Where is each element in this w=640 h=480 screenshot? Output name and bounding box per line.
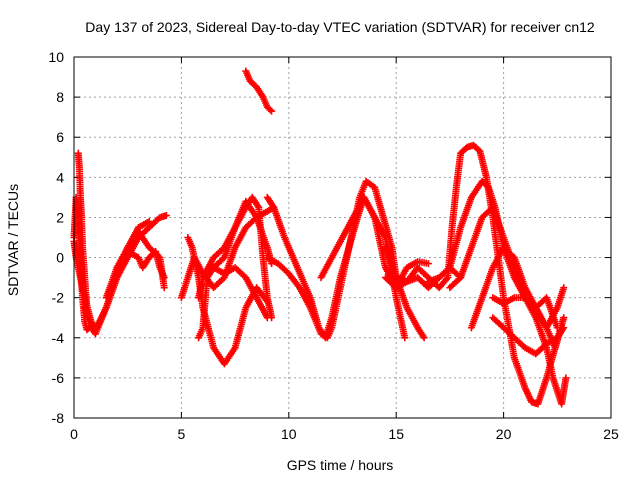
y-axis-label: SDTVAR / TECUs — [5, 184, 21, 296]
x-tick-label: 0 — [70, 426, 78, 442]
x-tick-label: 5 — [178, 426, 186, 442]
y-tick-labels: -8 -6 -4 -2 0 2 4 6 8 10 — [48, 49, 64, 426]
series-arc11 — [210, 197, 276, 272]
x-axis-label: GPS time / hours — [287, 457, 394, 473]
plot-frame — [73, 56, 612, 419]
series-arc20 — [467, 244, 568, 332]
data-point — [268, 107, 276, 115]
series-arc2 — [74, 149, 91, 312]
data-point — [162, 211, 170, 219]
y-tick-label: 2 — [56, 209, 64, 225]
y-tick-label: 0 — [56, 250, 64, 266]
data-point — [401, 334, 409, 342]
y-tick-label: 10 — [48, 49, 64, 65]
x-tick-labels: 0 5 10 15 20 25 — [70, 426, 619, 442]
y-tick-label: -2 — [52, 290, 65, 306]
data-point — [560, 324, 568, 332]
series-arc6 — [102, 248, 168, 302]
y-tick-label: -8 — [52, 410, 65, 426]
grid-lines — [73, 56, 612, 419]
series-arc17 — [381, 141, 568, 408]
series-arc10 — [195, 264, 271, 342]
series-arc4 — [81, 211, 170, 338]
data-points — [70, 67, 570, 408]
data-point — [263, 314, 271, 322]
y-tick-label: 8 — [56, 89, 64, 105]
data-point — [560, 284, 568, 292]
x-tick-label: 25 — [603, 426, 619, 442]
y-tick-label: 6 — [56, 129, 64, 145]
x-tick-label: 20 — [496, 426, 512, 442]
x-tick-label: 10 — [281, 426, 297, 442]
chart-title: Day 137 of 2023, Sidereal Day-to-day VTE… — [85, 19, 595, 35]
data-point — [420, 334, 428, 342]
data-point — [553, 324, 561, 332]
data-point — [160, 274, 168, 282]
series-arc21 — [489, 294, 561, 332]
data-point — [560, 314, 568, 322]
data-point — [443, 275, 451, 283]
x-tick-label: 15 — [388, 426, 404, 442]
y-tick-label: -4 — [52, 330, 65, 346]
series-arc22 — [489, 314, 568, 358]
y-tick-label: -6 — [52, 370, 65, 386]
data-point — [160, 284, 168, 292]
y-tick-label: 4 — [56, 169, 64, 185]
series-arc12 — [242, 67, 276, 115]
data-point — [424, 260, 432, 268]
data-point — [266, 106, 274, 114]
data-point — [562, 374, 570, 382]
